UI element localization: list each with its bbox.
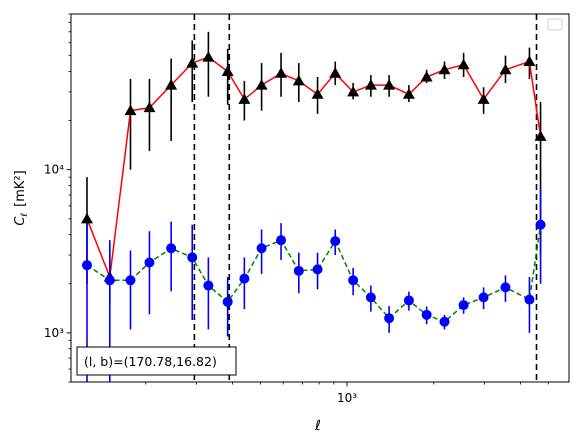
y-label-sub: ℓ (20, 213, 30, 218)
circle-marker (166, 243, 177, 254)
circle-marker (203, 280, 214, 291)
triangle-marker (143, 101, 156, 113)
plot-background (71, 14, 569, 382)
circle-marker (330, 236, 341, 247)
triangle-marker (255, 79, 268, 90)
circle-marker (81, 260, 92, 271)
x-axis-label: ℓ (314, 418, 321, 434)
triangle-marker (238, 93, 251, 104)
y-axis-label: Cℓ [mK²] (13, 170, 30, 225)
circle-marker (276, 235, 287, 246)
circle-marker (144, 257, 155, 268)
triangle-marker (124, 104, 137, 116)
triangle-marker (202, 51, 215, 62)
triangle-marker (329, 67, 342, 78)
triangle-marker (186, 57, 199, 68)
circle-marker (222, 296, 233, 307)
circle-marker (478, 292, 489, 303)
triangle-marker (165, 79, 178, 90)
x-tick-label: 10³ (337, 391, 357, 405)
triangle-marker (523, 55, 536, 67)
triangle-marker (221, 65, 234, 76)
triangle-marker (292, 74, 305, 86)
circle-marker (239, 273, 250, 284)
circle-marker (365, 292, 376, 303)
circle-marker (293, 265, 304, 276)
circle-marker (104, 275, 115, 286)
circle-marker (256, 243, 267, 254)
triangle-marker (420, 70, 433, 82)
circle-marker (187, 252, 198, 263)
circle-marker (439, 316, 450, 327)
circle-marker (384, 313, 395, 324)
triangle-marker (364, 79, 377, 90)
plot-frame (70, 13, 570, 383)
legend-box (547, 18, 563, 31)
circle-marker (125, 275, 136, 286)
circle-marker (312, 264, 323, 275)
circle-marker (524, 294, 535, 305)
annotation-box: (l, b)=(170.78,16.82) (76, 346, 237, 376)
circle-marker (500, 282, 511, 293)
y-label-unit: [mK²] (13, 170, 28, 207)
y-label-main: C (13, 216, 28, 226)
triangle-marker (499, 63, 512, 75)
triangle-marker (347, 85, 360, 97)
triangle-marker (383, 79, 396, 90)
circle-marker (403, 295, 414, 306)
triangle-marker (477, 93, 490, 104)
triangle-marker (438, 63, 451, 75)
triangle-marker (534, 130, 547, 141)
annotation-text: (l, b)=(170.78,16.82) (84, 354, 217, 369)
triangle-marker (275, 67, 288, 78)
triangle-marker (311, 88, 324, 99)
circle-marker (348, 275, 359, 286)
circle-marker (458, 300, 469, 311)
circle-marker (535, 219, 546, 230)
y-tick-label: 10³ (44, 326, 64, 340)
circle-marker (421, 309, 432, 320)
y-tick-label: 10⁴ (44, 163, 64, 177)
triangle-marker (402, 88, 415, 99)
triangle-marker (80, 212, 93, 224)
triangle-marker (457, 58, 470, 70)
series-circle (81, 189, 546, 382)
